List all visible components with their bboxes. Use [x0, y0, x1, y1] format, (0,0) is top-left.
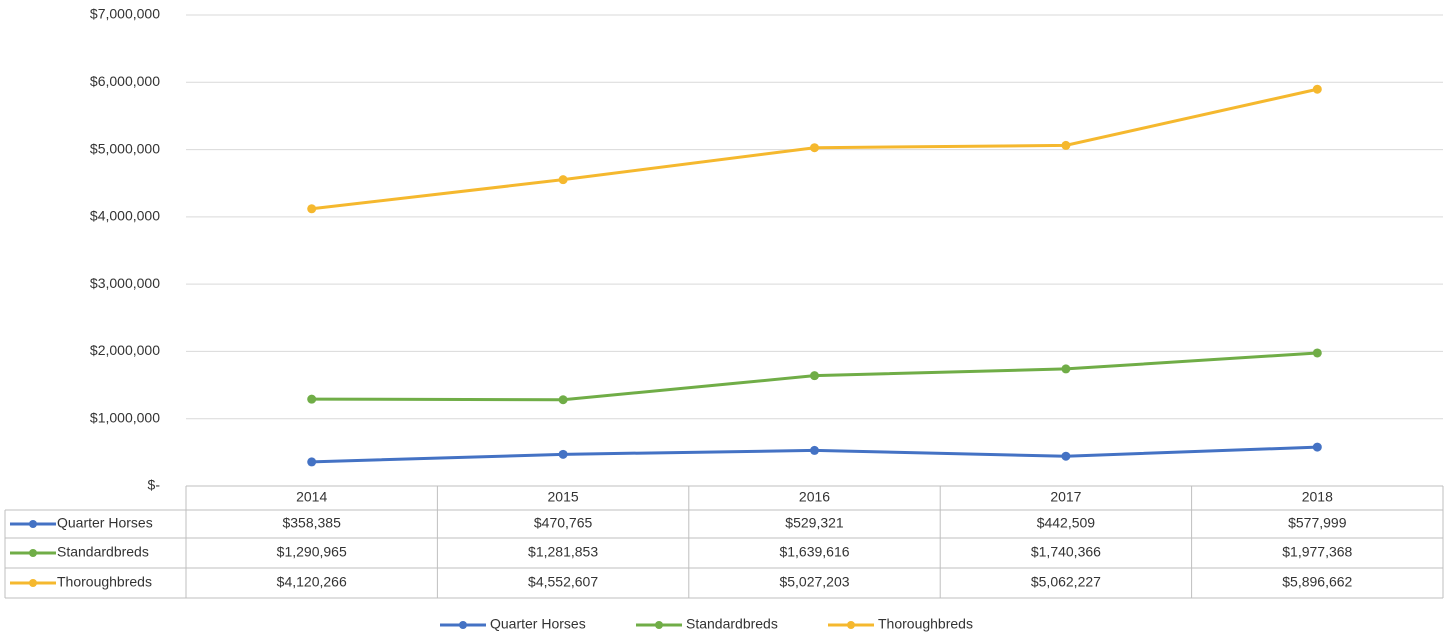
point — [810, 445, 819, 455]
legend-key-marker — [847, 621, 855, 629]
table-cell: $4,120,266 — [277, 574, 347, 590]
table-cell: $5,062,227 — [1031, 574, 1101, 590]
point — [558, 175, 568, 185]
point — [307, 204, 317, 214]
x-tick-label: 2015 — [548, 489, 579, 505]
y-tick-label: $1,000,000 — [90, 409, 160, 425]
legend-key-marker — [459, 621, 467, 629]
y-tick-label: $- — [148, 477, 161, 493]
x-tick-label: 2016 — [799, 489, 830, 505]
legend-label: Thoroughbreds — [878, 616, 973, 632]
legend-key-marker — [655, 621, 663, 629]
table-cell: $5,027,203 — [779, 574, 849, 590]
table-cell: $5,896,662 — [1282, 574, 1352, 590]
table-cell: $358,385 — [282, 515, 341, 531]
y-tick-label: $3,000,000 — [90, 275, 160, 291]
y-tick-label: $4,000,000 — [90, 208, 160, 224]
y-tick-label: $7,000,000 — [90, 6, 160, 22]
table-row-label: Thoroughbreds — [57, 574, 152, 590]
y-tick-label: $6,000,000 — [90, 73, 160, 89]
legend-label: Quarter Horses — [490, 616, 586, 632]
table-cell: $529,321 — [785, 515, 844, 531]
point — [307, 457, 317, 467]
point — [1061, 364, 1071, 374]
table-cell: $470,765 — [534, 515, 593, 531]
y-tick-label: $2,000,000 — [90, 342, 160, 358]
point — [558, 395, 568, 405]
table-cell: $1,977,368 — [1282, 544, 1352, 560]
table-key-marker — [29, 520, 37, 528]
legend-label: Standardbreds — [686, 616, 778, 632]
point — [1061, 140, 1071, 150]
table-key-marker — [29, 579, 37, 587]
x-tick-label: 2018 — [1302, 489, 1333, 505]
table-row-label: Quarter Horses — [57, 515, 153, 531]
table-cell: $1,639,616 — [779, 544, 849, 560]
table-cell: $442,509 — [1037, 515, 1096, 531]
table-cell: $1,290,965 — [277, 544, 347, 560]
point — [810, 371, 819, 381]
point — [1312, 442, 1322, 452]
point — [1312, 348, 1322, 358]
x-tick-label: 2014 — [296, 489, 327, 505]
table-cell: $1,740,366 — [1031, 544, 1101, 560]
table-key-marker — [29, 549, 37, 557]
point — [810, 143, 819, 153]
point — [558, 449, 568, 459]
x-tick-label: 2017 — [1050, 489, 1081, 505]
point — [1061, 451, 1071, 461]
point — [1312, 84, 1322, 94]
table-cell: $4,552,607 — [528, 574, 598, 590]
table-row-label: Standardbreds — [57, 544, 149, 560]
table-cell: $1,281,853 — [528, 544, 598, 560]
y-tick-label: $5,000,000 — [90, 140, 160, 156]
point — [307, 394, 317, 404]
table-cell: $577,999 — [1288, 515, 1347, 531]
